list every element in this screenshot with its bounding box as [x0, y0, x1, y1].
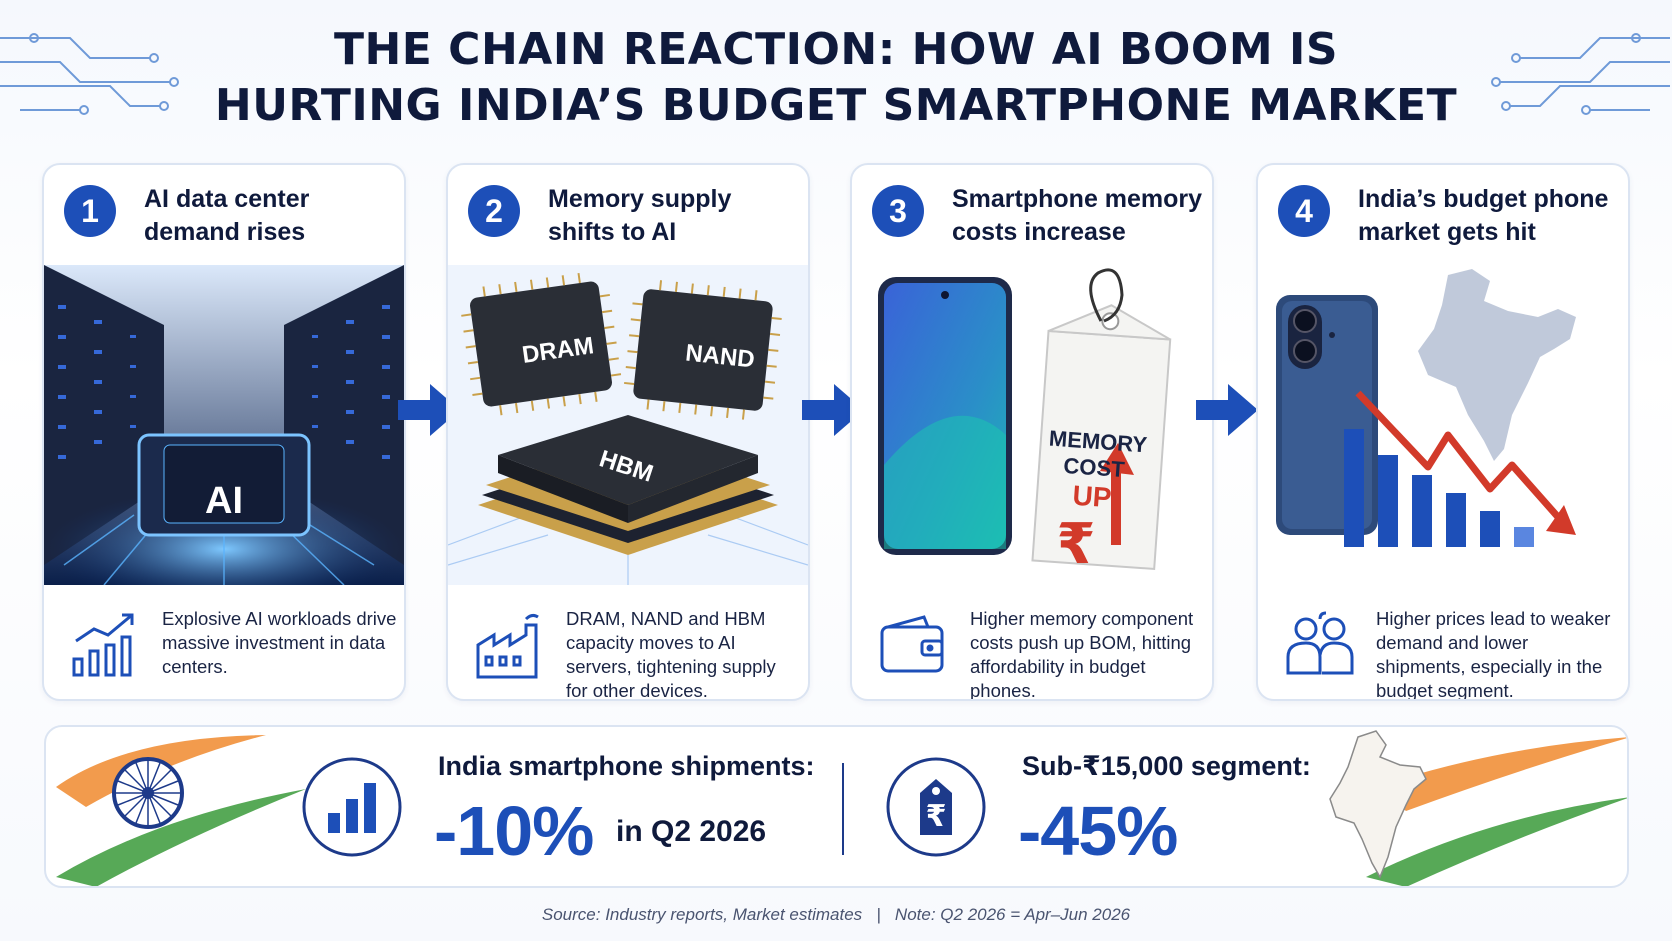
market-decline-illustration [1258, 265, 1628, 585]
flow-arrow-icon [398, 384, 460, 436]
step-card-3: 3 Smartphone memory costs increase MEMOR… [850, 163, 1214, 701]
stats-divider [842, 763, 844, 855]
price-tag-icon [886, 757, 986, 857]
wallet-icon [880, 615, 944, 673]
step-card-1: 1 AI data center demand rises AI Ex [42, 163, 406, 701]
nand-chip [624, 280, 782, 420]
step-description: DRAM, NAND and HBM capacity moves to AI … [566, 608, 776, 701]
step-heading: India’s budget phone market gets hit [1358, 185, 1609, 246]
shipments-label: India smartphone shipments: [438, 751, 815, 781]
step-number-badge: 3 [872, 185, 924, 237]
segment-label: Sub-₹15,000 segment: [1022, 751, 1311, 781]
rupee-symbol: ₹ [1056, 512, 1096, 575]
declining-bar-chart [1344, 429, 1534, 547]
down-trend-arrow-icon [1355, 390, 1576, 535]
stats-panel: India smartphone shipments: -10% in Q2 2… [44, 725, 1629, 888]
factory-icon [476, 613, 539, 679]
page-title: THE CHAIN REACTION: HOW AI BOOM IS HURTI… [0, 22, 1672, 134]
data-center-illustration [44, 265, 404, 585]
rupee-icon-symbol: ₹ [925, 800, 947, 833]
flow-arrow-icon [802, 384, 864, 436]
step-card-2: 2 Memory supply shifts to AI [446, 163, 810, 701]
shipments-period: in Q2 2026 [616, 815, 767, 848]
phone-price-tag-illustration [852, 265, 1212, 585]
step-number-badge: 2 [468, 185, 520, 237]
circuit-decoration-left [0, 33, 179, 115]
title-line-1: THE CHAIN REACTION: HOW AI BOOM IS [333, 24, 1339, 75]
growth-chart-icon [72, 613, 134, 677]
step-heading: Smartphone memory costs increase [952, 185, 1203, 246]
step-description: Higher memory component costs push up BO… [970, 608, 1194, 701]
step-card-4: 4 India’s budget phone market gets hit [1256, 163, 1630, 701]
india-map-dotted [1418, 269, 1576, 461]
shipments-value: -10% [434, 792, 594, 870]
segment-value: -45% [1018, 792, 1178, 870]
step-heading: Memory supply shifts to AI [548, 185, 732, 246]
people-icon [1286, 611, 1354, 675]
step-description: Explosive AI workloads drive massive inv… [162, 608, 397, 677]
up-arrow-icon [1100, 443, 1134, 545]
india-flag-swoosh [56, 735, 306, 886]
bar-chart-icon [302, 757, 402, 857]
ai-chip-label: AI [205, 480, 243, 522]
dram-chip [461, 272, 622, 416]
hbm-chip [478, 415, 778, 555]
india-map-flag-swoosh [1329, 730, 1627, 886]
step-heading: AI data center demand rises [144, 185, 310, 246]
step-number-badge: 1 [64, 185, 116, 237]
step-description: Higher prices lead to weaker demand and … [1376, 608, 1611, 701]
memory-chips-illustration [448, 265, 808, 585]
step-number-badge: 4 [1278, 185, 1330, 237]
circuit-decoration-right [1491, 33, 1670, 115]
source-note: Source: Industry reports, Market estimat… [541, 905, 1131, 924]
title-line-2: HURTING INDIA’S BUDGET SMARTPHONE MARKET [214, 80, 1458, 131]
flow-arrow-icon [1196, 384, 1258, 436]
